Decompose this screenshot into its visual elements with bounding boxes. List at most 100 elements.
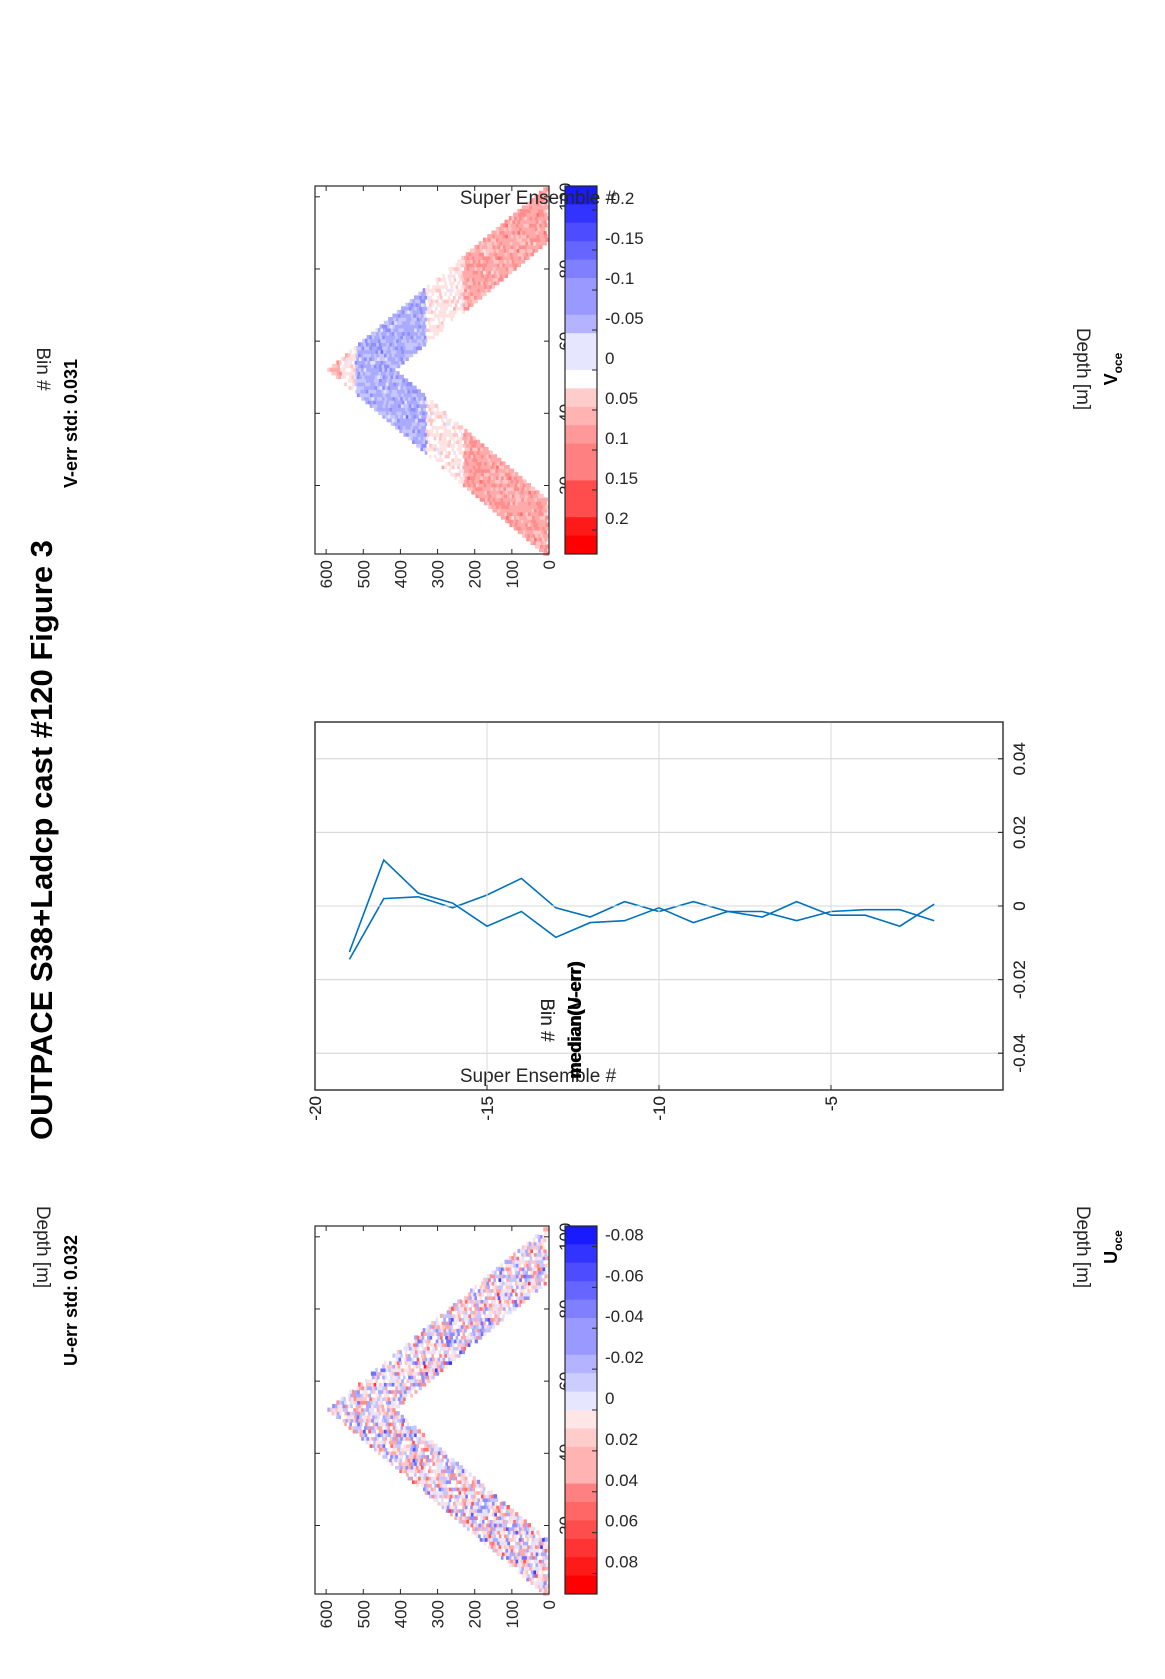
y-tick-label: 600 [317,1600,336,1628]
heatmap-cell [449,1342,453,1347]
heatmap-cell [447,1357,452,1362]
heatmap-cell [369,1443,373,1448]
heatmap-cell [382,1436,386,1441]
heatmap-cell [535,1562,539,1567]
heatmap-cell [502,461,506,466]
heatmap-cell [536,1537,541,1542]
heatmap-cell [429,1472,433,1477]
heatmap-cell [420,1440,424,1445]
heatmap-cell [513,1548,517,1553]
heatmap-cell [389,1418,393,1423]
heatmap-cell [449,1486,453,1492]
heatmap-cell [434,1494,438,1499]
heatmap-cell [490,1306,494,1311]
heatmap-cell [490,1515,494,1520]
colorbar-tick-label: 0.02 [605,1430,638,1449]
heatmap-cell [458,1508,463,1513]
figure-title: OUTPACE S38+Ladcp cast #120 Figure 3 [24,540,59,1140]
heatmap-cell [490,1299,495,1304]
heatmap-cell [447,1472,451,1477]
heatmap-cell [421,1364,425,1369]
heatmap-cell [474,1519,478,1524]
heatmap-cell [423,1458,427,1463]
heatmap-cell [362,1400,366,1405]
heatmap-cell [331,1411,335,1416]
heatmap-cell [523,1541,527,1546]
heatmap-cell [448,1328,452,1333]
heatmap-cell [495,1515,500,1520]
heatmap-cell [358,1407,362,1412]
heatmap-cell [541,1541,545,1546]
heatmap-cell [379,1425,383,1430]
heatmap-cell [545,1584,549,1589]
heatmap-cell [460,1303,464,1308]
heatmap-cell [469,1479,473,1484]
heatmap-cell [419,1461,423,1466]
heatmap-cell [421,1357,426,1362]
heatmap-cell [395,1364,399,1369]
heatmap-cell [491,1303,495,1308]
heatmap-cell [372,1400,376,1405]
colorbar-cell [565,1556,597,1576]
heatmap-cell [337,1407,341,1412]
heatmap-cell [426,1454,430,1459]
heatmap-cell [416,1386,420,1391]
heatmap-cell [369,1386,373,1391]
heatmap-cell [451,1476,456,1481]
heatmap-cell [443,1497,447,1502]
heatmap-cell [543,511,547,517]
heatmap-cell [392,1353,396,1358]
heatmap-cell [495,1508,499,1513]
heatmap-cell [485,1515,489,1520]
heatmap-cell [408,1432,413,1438]
heatmap-cell [446,1310,450,1315]
heatmap-cell [479,1328,483,1333]
heatmap-cell [544,1577,548,1582]
heatmap-cell [534,1566,538,1571]
heatmap-cell [469,1508,473,1513]
heatmap-cell [448,1490,452,1495]
heatmap-cell [423,342,427,347]
heatmap-cell [431,1483,435,1488]
heatmap-cell [475,1533,479,1539]
heatmap-cell [459,1504,463,1510]
heatmap-cell [422,1450,426,1456]
heatmap-cell [482,1526,486,1531]
heatmap-cell [406,1461,410,1466]
heatmap-cell [339,1400,343,1405]
heatmap-cell [417,1360,421,1365]
colorbar-cell [565,277,597,297]
heatmap-cell [384,1396,389,1401]
heatmap-cell [508,1548,512,1553]
heatmap-cell [348,1396,352,1401]
heatmap-cell [384,1454,389,1459]
heatmap-cell [459,1321,463,1326]
heatmap-cell [420,1468,424,1474]
heatmap-cell [430,1349,434,1355]
heatmap-cell [493,454,498,459]
heatmap-cell [386,1393,390,1398]
heatmap-cell [489,1501,493,1506]
heatmap-cell [513,1306,517,1311]
heatmap-cell [442,1335,446,1340]
heatmap-cell [376,1418,380,1423]
heatmap-cell [423,1436,427,1441]
heatmap-cell [380,1421,384,1427]
heatmap-cell [419,1357,423,1362]
heatmap-cell [469,1306,473,1311]
heatmap-cell [357,1411,361,1416]
heatmap-cell [418,1342,422,1347]
heatmap-cell [410,353,414,358]
heatmap-cell [397,1425,402,1430]
heatmap-cell [545,533,549,538]
heatmap-cell [405,1342,409,1347]
heatmap-cell [414,1357,418,1362]
heatmap-cell [487,1295,491,1300]
heatmap-cell [543,540,547,545]
heatmap-cell [438,1317,442,1322]
heatmap-cell [460,1335,464,1340]
heatmap-cell [448,1339,452,1344]
heatmap-cell [362,1432,366,1438]
heatmap-cell [485,1533,490,1539]
heatmap-cell [470,1310,474,1315]
